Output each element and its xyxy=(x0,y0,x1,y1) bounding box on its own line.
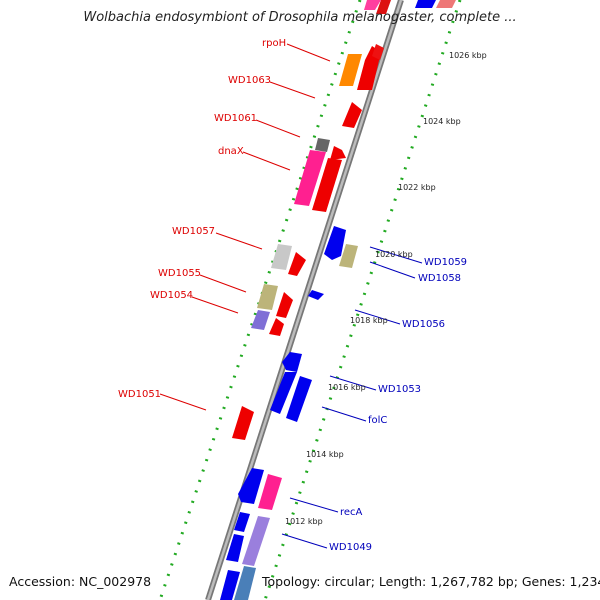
gene-steel-bottom xyxy=(234,566,256,600)
tick-label: 1024 kbp xyxy=(423,117,461,126)
map-title: Wolbachia endosymbiont of Drosophila mel… xyxy=(83,10,517,25)
gene-label: WD1049 xyxy=(329,542,372,553)
gene-recA xyxy=(238,468,264,504)
gene-WD1053 xyxy=(282,352,302,372)
gene-label: recA xyxy=(340,507,363,518)
gene-label: rpoH xyxy=(262,38,286,49)
gene-red-2 xyxy=(372,44,384,60)
tick-label: 1022 kbp xyxy=(398,183,436,192)
gene-red-4 xyxy=(312,158,342,212)
gene-WD1051 xyxy=(232,406,254,440)
gene-label: WD1057 xyxy=(172,226,215,237)
gene-WD1059 xyxy=(324,226,346,260)
gene-labels-right: WD1059 WD1058 WD1056 WD1053 folC recA WD… xyxy=(329,257,467,553)
gene-blue-bottom xyxy=(220,570,240,600)
tick-label: 1016 kbp xyxy=(328,383,366,392)
gene-top-blue xyxy=(415,0,436,8)
gene-red-5 xyxy=(288,252,306,276)
tick-label: 1026 kbp xyxy=(449,51,487,60)
scale-ticks: 1026 kbp 1024 kbp 1022 kbp 1020 kbp 1018… xyxy=(285,51,487,526)
gene-blue-small xyxy=(234,512,250,532)
gene-red-7 xyxy=(269,318,284,336)
gene-label: WD1059 xyxy=(424,257,467,268)
gene-red-3 xyxy=(330,146,346,160)
gene-WD1063 xyxy=(342,102,362,128)
gene-blue-big-1 xyxy=(270,372,297,414)
topology-text: Topology: circular; Length: 1,267,782 bp… xyxy=(262,574,600,589)
tick-label: 1014 kbp xyxy=(306,450,344,459)
gene-top-pink xyxy=(364,0,381,10)
gene-label: WD1058 xyxy=(418,273,461,284)
tick-label: 1018 kbp xyxy=(350,316,388,325)
gene-features xyxy=(220,0,456,600)
leader-lines-left xyxy=(159,43,331,411)
gene-label: folC xyxy=(368,415,387,426)
gene-label: dnaX xyxy=(218,146,244,157)
gene-label: WD1063 xyxy=(228,75,271,86)
gene-label: WD1061 xyxy=(214,113,257,124)
gene-label: WD1053 xyxy=(378,384,421,395)
gene-WD1049 xyxy=(226,534,244,562)
gene-dnaX xyxy=(294,150,326,206)
gene-WD1054 xyxy=(251,310,270,330)
gene-label: WD1054 xyxy=(150,290,193,301)
gene-red-6 xyxy=(276,292,293,318)
accession-text: Accession: NC_002978 xyxy=(9,574,152,589)
gene-WD1058 xyxy=(339,244,358,268)
gene-label: WD1051 xyxy=(118,389,161,400)
gene-purple-low xyxy=(242,516,270,566)
gene-WD1057 xyxy=(271,244,292,270)
tick-label: 1020 kbp xyxy=(375,250,413,259)
gene-top-red xyxy=(376,0,391,14)
gene-WD1061-grey xyxy=(315,138,330,152)
tick-label: 1012 kbp xyxy=(285,517,323,526)
gene-label: WD1056 xyxy=(402,319,445,330)
gene-WD1056 xyxy=(308,290,324,300)
genome-backbone xyxy=(205,0,404,600)
gene-labels-left: rpoH WD1063 WD1061 dnaX WD1057 WD1055 WD… xyxy=(118,38,286,400)
gene-folC xyxy=(286,376,312,422)
gene-rpoH xyxy=(339,54,362,86)
gene-top-salmon xyxy=(436,0,456,8)
gene-pink-low xyxy=(258,474,282,510)
leader-lines-right xyxy=(281,246,423,549)
gene-label: WD1055 xyxy=(158,268,201,279)
gene-WD1055 xyxy=(257,284,278,310)
